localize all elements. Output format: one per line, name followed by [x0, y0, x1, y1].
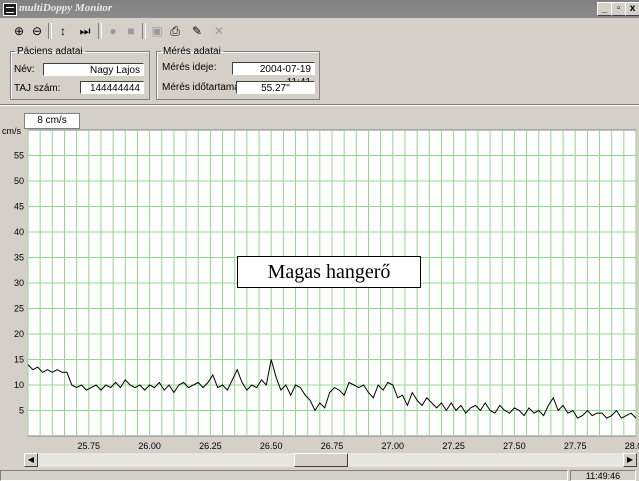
- measurement-data-group: Mérés adatai: [156, 46, 320, 100]
- taj-number-field[interactable]: 144444444: [80, 81, 144, 94]
- record-icon[interactable]: ●: [109, 24, 117, 38]
- measurement-date-label: Mérés ideje:: [162, 62, 217, 73]
- y-tick-label: 55: [14, 151, 24, 161]
- measurement-duration-field[interactable]: 55.27'': [236, 81, 315, 94]
- scroll-thumb[interactable]: [294, 453, 348, 467]
- status-time: 11:49:46: [570, 470, 636, 481]
- status-bar: 11:49:46: [0, 469, 639, 481]
- name-label: Név:: [14, 64, 35, 75]
- y-tick-label: 5: [19, 406, 24, 416]
- patient-data-legend: Páciens adatai: [17, 46, 83, 57]
- y-tick-label: 40: [14, 227, 24, 237]
- velocity-trace: [27, 359, 637, 419]
- toolbar-separator: [142, 23, 146, 39]
- maximize-button[interactable]: ▫: [611, 2, 626, 16]
- y-tick-label: 35: [14, 253, 24, 263]
- horizontal-scrollbar[interactable]: ◀ ▶: [24, 453, 637, 467]
- zoom-out-icon[interactable]: ⊖: [31, 24, 43, 38]
- x-tick-label: 27.50: [503, 441, 526, 451]
- settings-icon[interactable]: ✎: [191, 24, 203, 38]
- title-bar: multiDoppy Monitor _ ▫ x: [0, 0, 639, 18]
- x-tick-label: 26.50: [260, 441, 283, 451]
- y-tick-label: 30: [14, 278, 24, 288]
- status-panel: [0, 470, 568, 481]
- tools-icon[interactable]: ✕: [213, 24, 225, 38]
- x-tick-label: 25.75: [78, 441, 101, 451]
- y-tick-label: 20: [14, 329, 24, 339]
- y-axis-unit-label: cm/s: [2, 126, 21, 136]
- x-tick-label: 27.75: [564, 441, 587, 451]
- window-title: multiDoppy Monitor: [19, 2, 113, 14]
- measurement-data-legend: Mérés adatai: [163, 46, 221, 57]
- x-tick-label: 26.25: [199, 441, 222, 451]
- measurement-duration-label: Mérés időtartama:: [162, 82, 243, 93]
- x-tick-label: 27.00: [382, 441, 405, 451]
- scroll-left-arrow-icon[interactable]: ◀: [24, 453, 38, 467]
- toolbar-separator: [48, 23, 52, 39]
- speed-scale-box[interactable]: 8 cm/s: [24, 113, 80, 129]
- stop-icon[interactable]: ■: [127, 24, 135, 38]
- patient-name-field[interactable]: Nagy Lajos: [43, 63, 144, 76]
- doppler-chart: 5 10 15 20 25 30 35 40 45 50 55 25.75 26.00 26.25 26.5…: [14, 129, 639, 451]
- toolbar-separator: [98, 23, 102, 39]
- print-icon[interactable]: ⎙: [170, 24, 180, 38]
- minimize-button[interactable]: _: [597, 2, 612, 16]
- zoom-in-icon[interactable]: ⊕: [13, 24, 25, 38]
- skip-end-icon[interactable]: ⏭: [79, 24, 91, 38]
- toolbar: ⊕ ⊖ ↕ ⏭ ● ■ ▣ ⎙ ✎ ✕: [0, 20, 639, 44]
- y-tick-label: 10: [14, 380, 24, 390]
- annotation-box: Magas hangerő: [237, 256, 421, 288]
- x-tick-label: 28.00: [625, 441, 639, 451]
- taj-label: TAJ szám:: [14, 83, 61, 94]
- app-icon: [3, 3, 17, 16]
- x-tick-label: 27.25: [442, 441, 465, 451]
- close-button[interactable]: x: [625, 2, 639, 16]
- scroll-right-arrow-icon[interactable]: ▶: [623, 453, 637, 467]
- save-icon[interactable]: ▣: [151, 24, 163, 38]
- measurement-date-field[interactable]: 2004-07-19 11:41: [232, 62, 315, 88]
- panel-divider: [0, 104, 639, 106]
- y-tick-label: 45: [14, 202, 24, 212]
- y-tick-label: 25: [14, 304, 24, 314]
- x-tick-label: 26.00: [138, 441, 161, 451]
- y-tick-label: 15: [14, 355, 24, 365]
- fit-vertical-icon[interactable]: ↕: [60, 24, 66, 38]
- y-tick-label: 50: [14, 176, 24, 186]
- patient-data-group: Páciens adatai: [10, 46, 150, 100]
- x-tick-label: 26.75: [321, 441, 344, 451]
